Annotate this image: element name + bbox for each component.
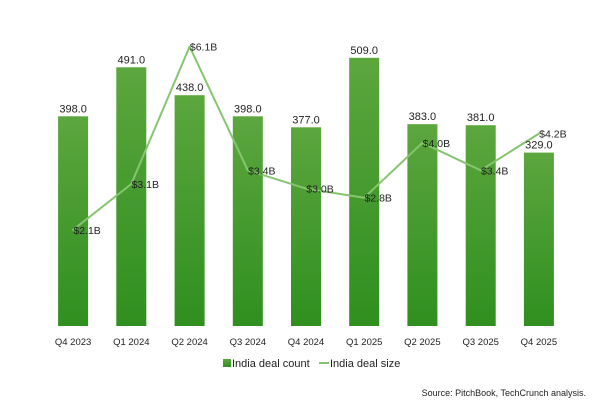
x-tick-label-0: Q4 2023 (55, 337, 91, 348)
bar-4 (291, 127, 321, 326)
deal-size-point-0 (72, 229, 74, 231)
deal-size-point-2 (189, 46, 191, 48)
deal-size-point-1 (130, 183, 132, 185)
bar-5 (349, 57, 380, 327)
bar-6 (407, 124, 438, 326)
deal-size-point-8 (538, 133, 540, 135)
deal-size-label-8: $4.2B (539, 129, 566, 141)
bar-value-label-4: 377.0 (292, 114, 320, 126)
deal-size-point-4 (305, 188, 307, 190)
legend-label-deal-size: India deal size (330, 358, 400, 370)
deal-size-label-1: $3.1B (132, 179, 159, 191)
x-tick-label-1: Q1 2024 (113, 337, 149, 348)
line-layer (72, 45, 540, 231)
bar-value-label-6: 383.0 (409, 111, 437, 123)
x-tick-label-3: Q3 2024 (230, 337, 266, 348)
bar-value-label-7: 381.0 (467, 112, 495, 124)
bar-1 (116, 67, 147, 327)
x-tick-label-7: Q3 2025 (462, 337, 498, 348)
bar-7 (465, 125, 496, 326)
deal-size-label-0: $2.1B (73, 225, 100, 237)
deal-size-label-4: $3.0B (306, 184, 333, 196)
deal-size-point-6 (421, 142, 423, 144)
bar-value-label-5: 509.0 (350, 45, 378, 57)
deal-size-point-5 (363, 197, 365, 199)
bar-value-label-1: 491.0 (118, 54, 146, 66)
deal-size-label-6: $4.0B (423, 138, 450, 150)
bar-8 (523, 152, 554, 326)
bar-value-label-8: 329.0 (525, 140, 553, 152)
chart-legend: India deal count India deal size (223, 358, 400, 370)
deal-size-label-5: $2.8B (364, 193, 391, 205)
bar-2 (174, 95, 205, 326)
x-tick-label-8: Q4 2025 (521, 337, 557, 348)
bar-value-label-3: 398.0 (234, 103, 262, 115)
source-note: Source: PitchBook, TechCrunch analysis. (422, 388, 586, 398)
deal-size-label-2: $6.1B (190, 42, 217, 54)
deal-size-point-3 (247, 169, 249, 171)
bars-layer (58, 57, 554, 327)
x-tick-label-6: Q2 2025 (404, 337, 440, 348)
deal-size-label-7: $3.4B (481, 165, 508, 177)
legend-label-deal-count: India deal count (232, 358, 310, 370)
bar-value-label-2: 438.0 (176, 82, 204, 94)
x-tick-label-2: Q2 2024 (171, 337, 207, 348)
deal-size-label-3: $3.4B (248, 165, 275, 177)
legend-swatch-deal-count (223, 359, 231, 367)
x-axis-labels: Q4 2023 Q1 2024 Q2 2024 Q3 2024 Q4 2024 Q1 20… (55, 337, 557, 348)
deal-size-point-7 (480, 169, 482, 171)
x-tick-label-5: Q1 2025 (346, 337, 382, 348)
x-tick-label-4: Q4 2024 (288, 337, 324, 348)
labels-layer: 398.0 491.0 438.0 398.0 377.0 509.0 383.0 381.0… (59, 42, 566, 237)
bar-value-label-0: 398.0 (59, 103, 87, 115)
